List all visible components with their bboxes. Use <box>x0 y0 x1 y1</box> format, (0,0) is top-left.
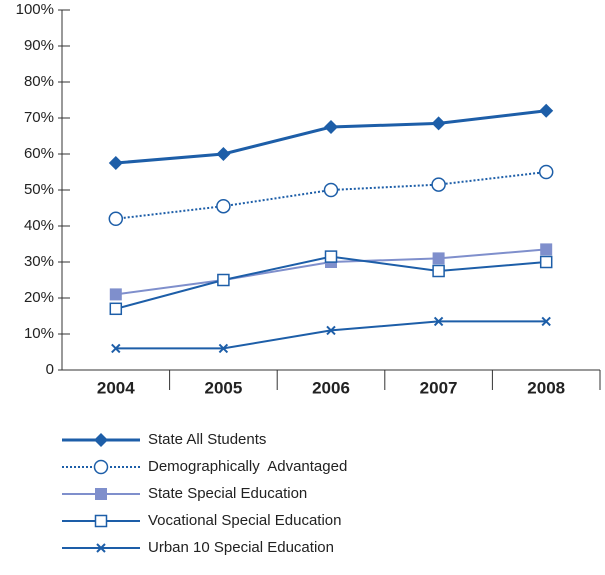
x-tick-label: 2004 <box>97 378 135 397</box>
marker <box>94 433 108 447</box>
marker <box>218 343 229 354</box>
y-tick-label: 30% <box>24 253 54 270</box>
marker <box>109 288 122 301</box>
series-line <box>115 320 547 350</box>
marker <box>539 255 553 269</box>
y-tick-label: 10% <box>24 325 54 342</box>
y-tick-label: 40% <box>24 217 54 234</box>
legend-label: Vocational Special Education <box>148 512 341 529</box>
marker <box>111 343 121 354</box>
legend-label: State Special Education <box>148 485 307 502</box>
marker <box>541 316 551 327</box>
x-tick-label: 2007 <box>420 378 458 397</box>
marker <box>324 120 338 134</box>
marker <box>94 514 108 528</box>
y-tick-label: 50% <box>24 181 54 198</box>
marker <box>108 156 123 170</box>
marker <box>539 103 554 118</box>
marker <box>96 543 106 553</box>
y-tick-label: 60% <box>24 145 54 162</box>
legend-label: Urban 10 Special Education <box>148 539 334 556</box>
marker <box>540 243 553 256</box>
y-tick-label: 100% <box>16 1 54 18</box>
y-tick-label: 0 <box>46 361 54 378</box>
marker <box>217 273 230 287</box>
y-tick-label: 70% <box>24 109 54 126</box>
legend-label: State All Students <box>148 431 266 448</box>
marker <box>432 252 445 265</box>
marker <box>433 316 444 327</box>
legend-label: Demographically Advantaged <box>148 458 347 475</box>
marker <box>431 116 446 131</box>
marker <box>324 250 338 263</box>
marker <box>216 198 231 214</box>
y-tick-label: 80% <box>24 73 54 90</box>
marker <box>538 164 554 180</box>
y-tick-label: 20% <box>24 289 54 306</box>
x-tick-label: 2006 <box>312 378 350 397</box>
y-tick-label: 90% <box>24 37 54 54</box>
series-line <box>115 109 547 165</box>
marker <box>109 302 123 316</box>
marker <box>323 182 339 198</box>
marker <box>432 264 445 278</box>
x-tick-label: 2008 <box>527 378 565 397</box>
marker <box>95 488 107 500</box>
marker <box>93 459 109 475</box>
marker <box>326 325 336 336</box>
marker <box>108 211 124 227</box>
marker <box>216 147 231 161</box>
x-tick-label: 2005 <box>204 378 242 397</box>
marker <box>431 177 446 192</box>
